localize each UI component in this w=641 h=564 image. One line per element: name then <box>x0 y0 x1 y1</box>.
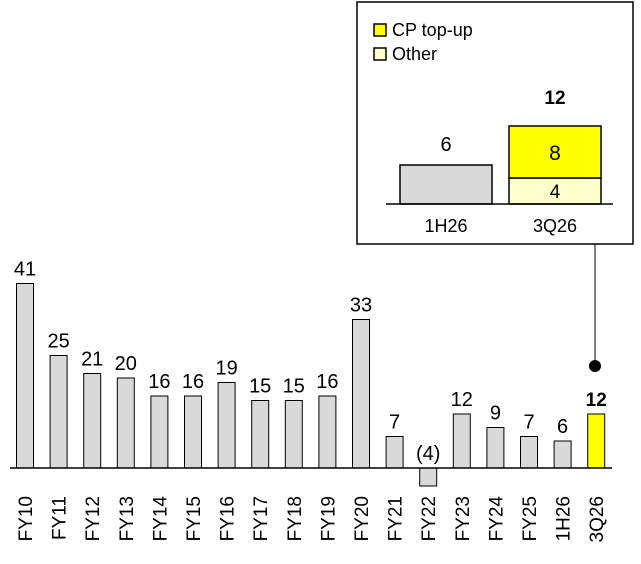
tick-label-fy19: FY19 <box>318 496 339 541</box>
data-label-fy11: 25 <box>47 331 69 353</box>
data-label-fy22: (4) <box>416 443 440 465</box>
bar-fy11 <box>50 356 67 469</box>
tick-label-fy21: FY21 <box>386 496 407 541</box>
legend-swatch-cp-top-up <box>374 24 386 36</box>
tick-label-fy11: FY11 <box>50 496 71 540</box>
inset-bar-1h26 <box>400 165 492 204</box>
bar-fy17 <box>252 401 269 469</box>
bar-fy18 <box>285 401 302 469</box>
bar-fy15 <box>185 396 202 468</box>
tick-label-fy17: FY17 <box>251 496 272 541</box>
tick-label-fy22: FY22 <box>419 496 440 541</box>
inset-panel: CP top-up Other 6 1H26 4 8 12 3Q26 <box>357 2 633 244</box>
tick-label-fy24: FY24 <box>486 496 507 542</box>
bar-fy21 <box>386 437 403 469</box>
inset-total-label-1h26: 6 <box>440 134 451 156</box>
callout-dot <box>589 360 601 372</box>
bar-fy24 <box>487 428 504 469</box>
tick-label-fy18: FY18 <box>285 496 306 541</box>
data-label-fy18: 15 <box>283 376 305 398</box>
tick-label-fy15: FY15 <box>184 496 205 541</box>
data-label-fy23: 12 <box>451 389 473 411</box>
tick-label-1h26: 1H26 <box>554 496 575 541</box>
data-label-fy15: 16 <box>182 371 204 393</box>
data-label-fy13: 20 <box>115 353 137 375</box>
tick-label-fy20: FY20 <box>352 496 373 541</box>
tick-label-3q26: 3Q26 <box>587 496 608 542</box>
legend-label-other: Other <box>392 44 437 64</box>
bar-fy16 <box>218 383 235 469</box>
data-label-fy17: 15 <box>249 376 271 398</box>
data-label-fy12: 21 <box>81 349 103 371</box>
bar-1h26 <box>554 441 571 468</box>
bar-fy20 <box>353 320 370 469</box>
tick-label-fy14: FY14 <box>150 496 171 542</box>
inset-tick-label-3q26: 3Q26 <box>533 216 577 236</box>
bar-fy22 <box>420 468 437 486</box>
bar-fy19 <box>319 396 336 468</box>
data-label-fy16: 19 <box>215 358 237 380</box>
data-label-1h26: 6 <box>557 416 568 438</box>
bar-fy13 <box>117 378 134 468</box>
bar-3q26 <box>588 414 605 468</box>
tick-label-fy25: FY25 <box>520 496 541 541</box>
bar-fy23 <box>453 414 470 468</box>
data-label-fy14: 16 <box>148 371 170 393</box>
data-label-fy21: 7 <box>389 412 400 434</box>
data-label-fy20: 33 <box>350 295 372 317</box>
data-label-fy10: 41 <box>14 259 36 281</box>
inset-total-label-3q26: 12 <box>544 88 565 109</box>
inset-tick-label-1h26: 1H26 <box>424 216 467 236</box>
data-label-3q26: 12 <box>586 390 607 411</box>
bar-fy14 <box>151 396 168 468</box>
main-bar-chart: 41 FY10 25 FY11 21 FY12 20 FY13 16 FY14 16 FY15 19 FY… <box>14 259 608 543</box>
legend-swatch-other <box>374 48 386 60</box>
data-label-fy25: 7 <box>523 412 534 434</box>
tick-label-fy23: FY23 <box>453 496 474 541</box>
tick-label-fy13: FY13 <box>117 496 138 541</box>
tick-label-fy16: FY16 <box>218 496 239 541</box>
legend-label-cp-top-up: CP top-up <box>392 20 473 40</box>
data-label-fy24: 9 <box>490 403 501 425</box>
bar-fy12 <box>84 374 101 469</box>
bar-fy10 <box>17 284 34 469</box>
tick-label-fy12: FY12 <box>83 496 104 541</box>
tick-label-fy10: FY10 <box>16 496 37 541</box>
bar-fy25 <box>521 437 538 469</box>
data-label-fy19: 16 <box>316 371 338 393</box>
inset-segment-label-cp-top-up: 8 <box>549 142 561 165</box>
inset-segment-label-other: 4 <box>550 182 561 203</box>
